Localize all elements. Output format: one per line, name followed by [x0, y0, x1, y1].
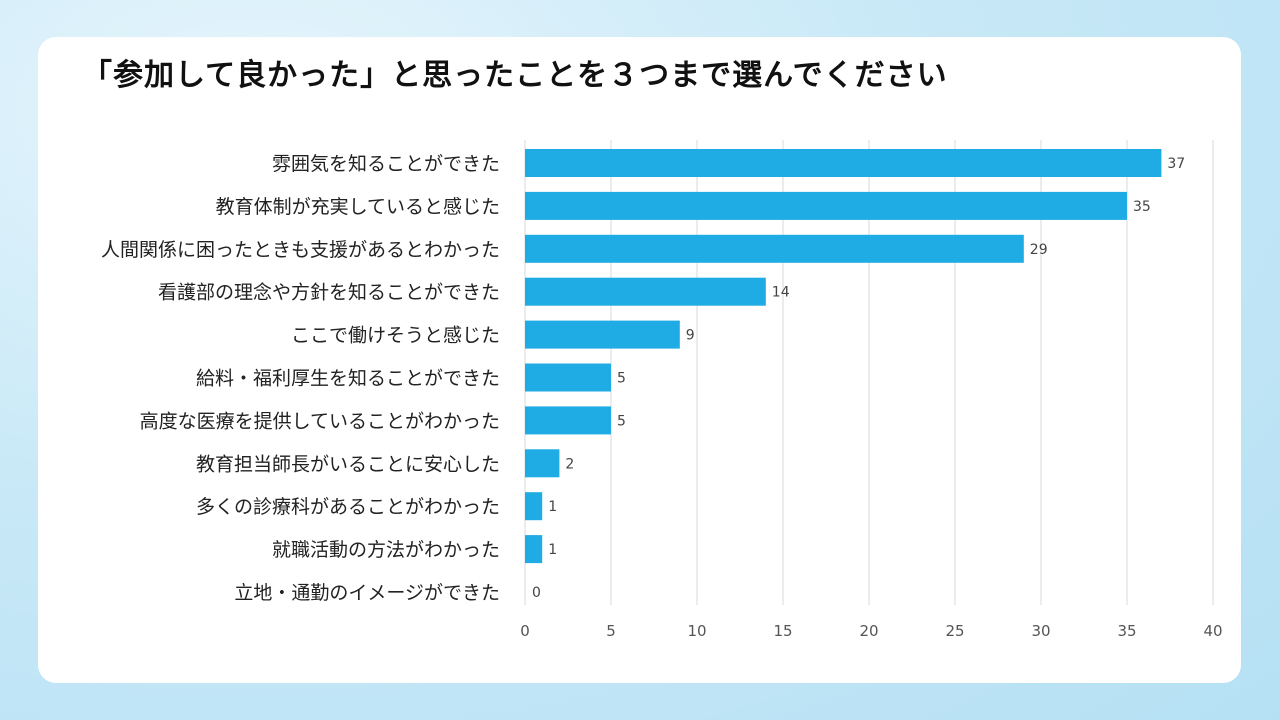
bar [525, 149, 1162, 177]
x-tick-label: 5 [606, 622, 616, 640]
category-label: 立地・通勤のイメージができた [234, 582, 500, 604]
bar [525, 449, 560, 478]
value-label: 5 [617, 413, 626, 429]
value-label: 0 [532, 585, 541, 601]
category-label: 教育体制が充実していると感じた [216, 196, 500, 218]
value-label: 1 [548, 499, 557, 515]
category-label: 高度な医療を提供していることがわかった [140, 410, 500, 432]
value-labels: 37 35 29 14 9 5 5 2 1 1 0 [532, 156, 1185, 601]
value-label: 35 [1133, 199, 1151, 215]
x-tick-label: 10 [687, 622, 706, 640]
category-label: 教育担当師長がいることに安心した [196, 453, 500, 475]
category-labels: 雰囲気を知ることができた教育体制が充実していると感じた人間関係に困ったときも支援… [101, 153, 500, 604]
category-label: 看護部の理念や方針を知ることができた [158, 281, 500, 304]
x-tick-label: 40 [1203, 622, 1222, 640]
x-tick-label: 30 [1031, 622, 1050, 640]
bar [525, 234, 1024, 263]
bar [525, 320, 680, 349]
value-label: 29 [1030, 242, 1048, 258]
x-tick-label: 15 [773, 622, 792, 640]
category-label: 給料・福利厚生を知ることができた [196, 368, 500, 390]
bar [525, 277, 766, 306]
value-label: 5 [617, 371, 626, 387]
bar [525, 535, 543, 564]
bar [525, 406, 611, 435]
value-label: 37 [1167, 156, 1185, 172]
bar [525, 492, 543, 521]
bar [525, 363, 611, 392]
value-label: 9 [686, 328, 695, 344]
value-label: 1 [548, 542, 557, 558]
bar [525, 191, 1127, 220]
bars [525, 149, 1162, 564]
x-tick-label: 35 [1117, 622, 1136, 640]
value-label: 14 [772, 285, 790, 301]
chart-title: 「参加して良かった」と思ったことを３つまで選んでください [82, 58, 948, 93]
category-label: 就職活動の方法がわかった [272, 539, 500, 561]
category-label: ここで働けそうと感じた [291, 325, 500, 347]
category-label: 雰囲気を知ることができた [272, 153, 500, 175]
x-axis-ticks: 0 5 10 15 20 25 30 35 40 [520, 622, 1222, 640]
x-tick-label: 20 [859, 622, 878, 640]
x-tick-label: 0 [520, 622, 530, 640]
category-label: 多くの診療科があることがわかった [196, 496, 500, 518]
value-label: 2 [565, 456, 574, 472]
x-tick-label: 25 [945, 622, 964, 640]
category-label: 人間関係に困ったときも支援があるとわかった [101, 239, 500, 261]
